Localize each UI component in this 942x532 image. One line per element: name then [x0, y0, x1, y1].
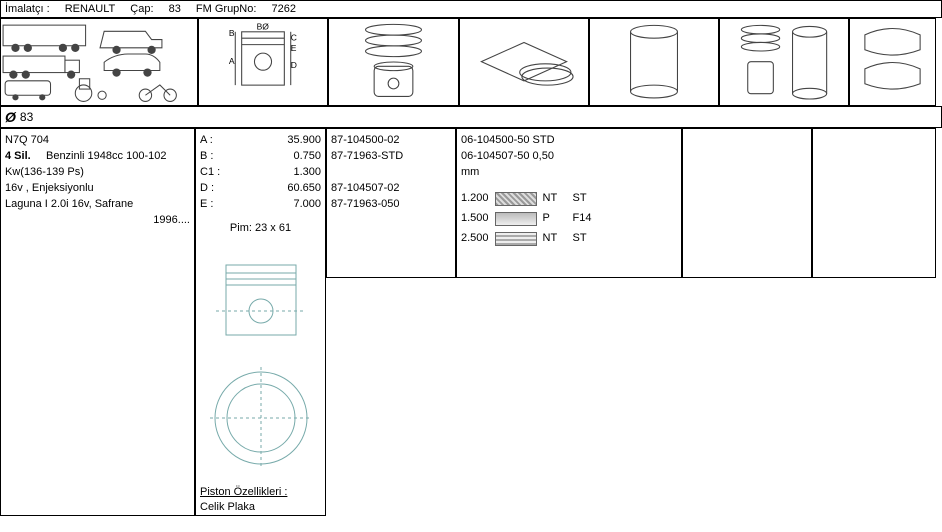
piston-dimension-icon: B BØ A C ED — [198, 18, 328, 106]
svg-text:D: D — [291, 60, 297, 70]
piston-features-label: Piston Özellikleri : — [200, 485, 321, 501]
ring-code2: ST — [573, 191, 587, 207]
ring-code2: F14 — [573, 211, 592, 227]
part-number: 87-104507-02 — [331, 181, 451, 197]
group-label: FM GrupNo: — [196, 3, 257, 15]
partnos2-cell: 06-104500-50 STD 06-104507-50 0,50mm 1.2… — [456, 128, 682, 278]
part-number — [331, 165, 451, 181]
engine-code: N7Q 704 — [5, 133, 190, 149]
dim-value: 7.000 — [230, 197, 321, 213]
diameter-bar: Ø 83 — [0, 106, 942, 128]
ring-value: 1.200 — [461, 191, 489, 207]
ring-set-icon — [459, 18, 589, 106]
dim-value: 1.300 — [230, 165, 321, 181]
part-number: mm — [461, 165, 677, 181]
dim-value: 0.750 — [230, 149, 321, 165]
svg-text:BØ: BØ — [257, 22, 270, 32]
ring-row: 1.200 NT ST — [461, 191, 677, 207]
diameter-label: Çap: — [130, 3, 153, 15]
ring-value: 1.500 — [461, 211, 489, 227]
part-number: 06-104500-50 STD — [461, 133, 677, 149]
ring-pattern-icon — [495, 212, 537, 226]
manufacturer-value: RENAULT — [65, 3, 116, 15]
empty-cell-1 — [682, 128, 812, 278]
liner-icon — [589, 18, 719, 106]
piston-features-value: Celik Plaka — [200, 500, 321, 516]
svg-text:E: E — [291, 43, 297, 53]
engine-cyl-rest: Benzinli 1948cc 100-102 — [46, 150, 166, 162]
part-number: 87-104500-02 — [331, 133, 451, 149]
pim-label: Pim: 23 x 61 — [200, 221, 321, 237]
dim-label: E : — [200, 197, 230, 213]
piston-side-drawing — [206, 257, 316, 357]
bearings-icon — [849, 18, 936, 106]
ring-value: 2.500 — [461, 231, 489, 247]
dim-value: 35.900 — [230, 133, 321, 149]
manufacturer-label: İmalatçı : — [5, 3, 50, 15]
ring-code1: NT — [543, 231, 567, 247]
ring-code1: P — [543, 211, 567, 227]
empty-cell-2 — [812, 128, 936, 278]
partnos1-cell: 87-104500-0287-71963-STD 87-104507-0287-… — [326, 128, 456, 278]
ring-pattern-icon — [495, 192, 537, 206]
part-number: 87-71963-050 — [331, 197, 451, 213]
dims-cell: A :35.900B :0.750C1 :1.300D :60.650E :7.… — [195, 128, 326, 516]
diameter-value: 83 — [169, 3, 181, 15]
part-number: 87-71963-STD — [331, 149, 451, 165]
engine-year: 1996.... — [5, 213, 190, 229]
dim-label: A : — [200, 133, 230, 149]
data-row: N7Q 704 4 Sil. Benzinli 1948cc 100-102 K… — [0, 128, 942, 516]
engine-line3: Kw(136-139 Ps) — [5, 165, 190, 181]
engine-line5: Laguna I 2.0i 16v, Safrane — [5, 197, 190, 213]
svg-text:A: A — [229, 56, 235, 66]
engine-cyl-bold: 4 Sil. — [5, 150, 31, 162]
icon-row: B BØ A C ED — [0, 18, 942, 106]
vehicles-icon — [0, 18, 198, 106]
dim-label: C1 : — [200, 165, 230, 181]
dim-label: B : — [200, 149, 230, 165]
dim-label: D : — [200, 181, 230, 197]
engine-line4: 16v , Enjeksiyonlu — [5, 181, 190, 197]
assembly-icon — [719, 18, 849, 106]
svg-text:B: B — [229, 28, 235, 38]
dim-value: 60.650 — [230, 181, 321, 197]
ring-pattern-icon — [495, 232, 537, 246]
header-bar: İmalatçı : RENAULT Çap: 83 FM GrupNo: 72… — [0, 0, 942, 18]
diameter-bar-value: 83 — [20, 110, 33, 124]
group-value: 7262 — [271, 3, 295, 15]
part-number: 06-104507-50 0,50 — [461, 149, 677, 165]
ring-code1: NT — [543, 191, 567, 207]
ring-row: 1.500 P F14 — [461, 211, 677, 227]
piston-top-drawing — [206, 363, 316, 473]
ring-row: 2.500 NT ST — [461, 231, 677, 247]
engine-info-cell: N7Q 704 4 Sil. Benzinli 1948cc 100-102 K… — [0, 128, 195, 516]
rings-piston-icon — [328, 18, 459, 106]
svg-text:C: C — [291, 33, 297, 43]
ring-code2: ST — [573, 231, 587, 247]
diameter-symbol: Ø — [5, 109, 16, 125]
